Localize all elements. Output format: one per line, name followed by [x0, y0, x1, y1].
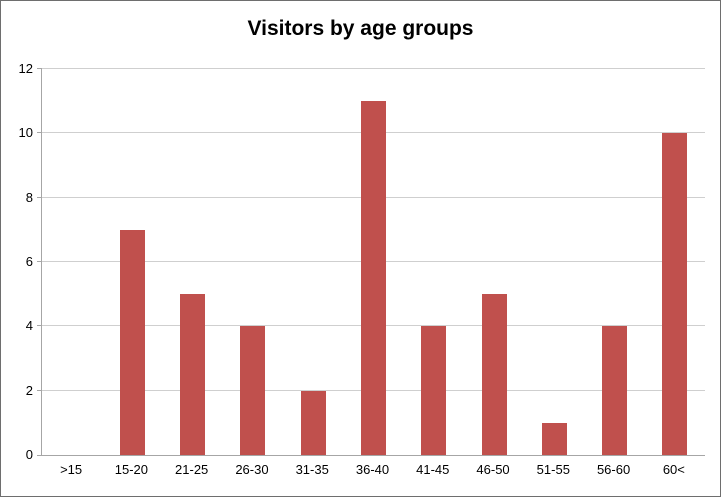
y-axis-tick: [37, 389, 42, 391]
bar-31-35: [300, 391, 326, 455]
y-axis-tick: [37, 455, 42, 456]
x-axis-tick-label: 56-60: [596, 462, 631, 477]
x-axis-tick-label: 46-50: [476, 462, 510, 477]
chart-title: Visitors by age groups: [247, 17, 474, 40]
y-axis-tick-label: 10: [18, 125, 33, 141]
y-axis-tick-label: 12: [18, 61, 33, 76]
y-axis-tick: [37, 68, 42, 69]
x-axis-tick-label: 41-45: [416, 462, 450, 477]
x-axis-tick-label: 21-25: [175, 462, 209, 477]
bar-15-20: [119, 230, 145, 455]
x-axis-tick-label: 51-55: [536, 462, 570, 477]
bar-56-60: [602, 326, 628, 455]
x-axis-tick-label: 26-30: [235, 462, 269, 477]
y-axis-tick: [37, 196, 42, 198]
x-axis-tick-label: >15: [60, 462, 83, 477]
y-axis-tick: [37, 325, 42, 327]
y-axis-tick-label: 2: [25, 382, 33, 398]
bar-26-30: [240, 326, 266, 455]
y-axis-tick: [37, 261, 42, 262]
y-axis-tick-label: 4: [25, 318, 33, 334]
bar-51-55: [541, 423, 567, 455]
x-axis-tick-label: 60<: [662, 462, 685, 477]
gridline-y12: [42, 68, 705, 69]
y-axis-tick-label: 0: [25, 447, 33, 462]
bar-36-40: [361, 101, 386, 455]
x-axis-tick-label: 36-40: [355, 462, 390, 477]
y-axis-tick-label: 8: [25, 189, 33, 205]
y-axis-tick-label: 6: [25, 254, 33, 269]
plot-area: [37, 68, 705, 456]
bar-46-50: [481, 294, 507, 455]
y-axis-tick: [37, 132, 42, 134]
bar-41-45: [421, 326, 447, 455]
x-axis-tick-label: 31-35: [295, 462, 329, 477]
bar-21-25: [180, 294, 206, 455]
bar-60<: [662, 133, 688, 455]
x-axis-tick-label: 15-20: [114, 462, 149, 477]
